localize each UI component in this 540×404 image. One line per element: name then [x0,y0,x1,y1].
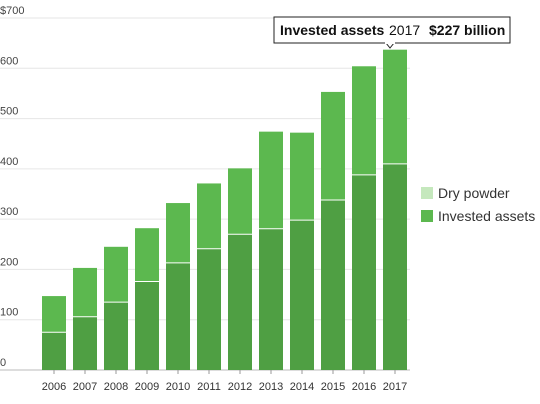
bar-dry-powder-2011[interactable] [197,183,221,249]
y-tick-label: 0 [0,357,6,369]
x-tick-label: 2010 [166,381,190,393]
x-axis-tick-labels: 2006 2007 2008 2009 2010 2011 2012 2013 2014 2015… [42,370,407,393]
y-tick-label: 400 [0,156,18,168]
bar-dry-powder-2008[interactable] [104,246,128,303]
y-tick-label: 600 [0,55,18,67]
tooltip-value: $227 billion [429,22,505,38]
bar-dry-powder-2012[interactable] [228,168,252,235]
y-tick-label: 100 [0,307,18,319]
tooltip-box [273,16,511,44]
x-tick-label: 2011 [197,381,221,393]
bar-invested-assets-2014[interactable] [290,220,314,370]
bar-invested-assets-2012[interactable] [228,234,252,370]
legend-label-invested-assets: Invested assets [438,208,535,224]
bar-invested-assets-2016[interactable] [352,174,376,370]
x-tick-label: 2006 [42,381,66,393]
legend-label-dry-powder: Dry powder [438,185,510,201]
y-tick-label: 200 [0,256,18,268]
tooltip: Invested assets 2017 $227 billion [273,16,511,49]
y-tick-label: $700 [0,5,24,17]
x-tick-label: 2014 [290,381,314,393]
bar-dry-powder-2009[interactable] [135,228,159,282]
bar-invested-assets-2013[interactable] [259,228,283,370]
y-axis-tick-labels: 0 100 200 300 400 500 600 $700 [0,5,24,369]
bar-dry-powder-2007[interactable] [73,267,97,317]
bar-dry-powder-2010[interactable] [166,203,190,263]
y-tick-label: 500 [0,106,18,118]
x-tick-label: 2017 [383,381,407,393]
bar-invested-assets-2008[interactable] [104,302,128,370]
legend-swatch-dry-powder [421,187,433,199]
x-tick-label: 2008 [104,381,128,393]
bar-invested-assets-2006[interactable] [42,332,66,370]
bar-invested-assets-2009[interactable] [135,281,159,370]
bar-dry-powder-2015[interactable] [321,91,345,201]
y-tick-label: 300 [0,206,18,218]
bar-invested-assets-2011[interactable] [197,248,221,370]
x-tick-label: 2012 [228,381,252,393]
x-tick-label: 2009 [135,381,159,393]
bar-dry-powder-2006[interactable] [42,296,66,333]
x-tick-label: 2015 [321,381,345,393]
x-tick-label: 2007 [73,381,97,393]
tooltip-year: 2017 [389,22,420,38]
bar-dry-powder-2016[interactable] [352,66,376,175]
bars [42,49,407,370]
bar-invested-assets-2007[interactable] [73,316,97,370]
bar-dry-powder-2017[interactable] [383,49,407,164]
x-tick-label: 2016 [352,381,376,393]
bar-dry-powder-2014[interactable] [290,132,314,221]
legend: Dry powder Invested assets [421,185,535,224]
bar-invested-assets-2015[interactable] [321,200,345,370]
x-tick-label: 2013 [259,381,283,393]
bar-invested-assets-2017[interactable] [383,163,407,370]
legend-item-dry-powder[interactable]: Dry powder [421,185,510,201]
tooltip-series: Invested assets [280,22,384,38]
bar-dry-powder-2013[interactable] [259,131,283,229]
bar-invested-assets-2010[interactable] [166,262,190,370]
legend-item-invested-assets[interactable]: Invested assets [421,208,535,224]
legend-swatch-invested-assets [421,210,433,222]
